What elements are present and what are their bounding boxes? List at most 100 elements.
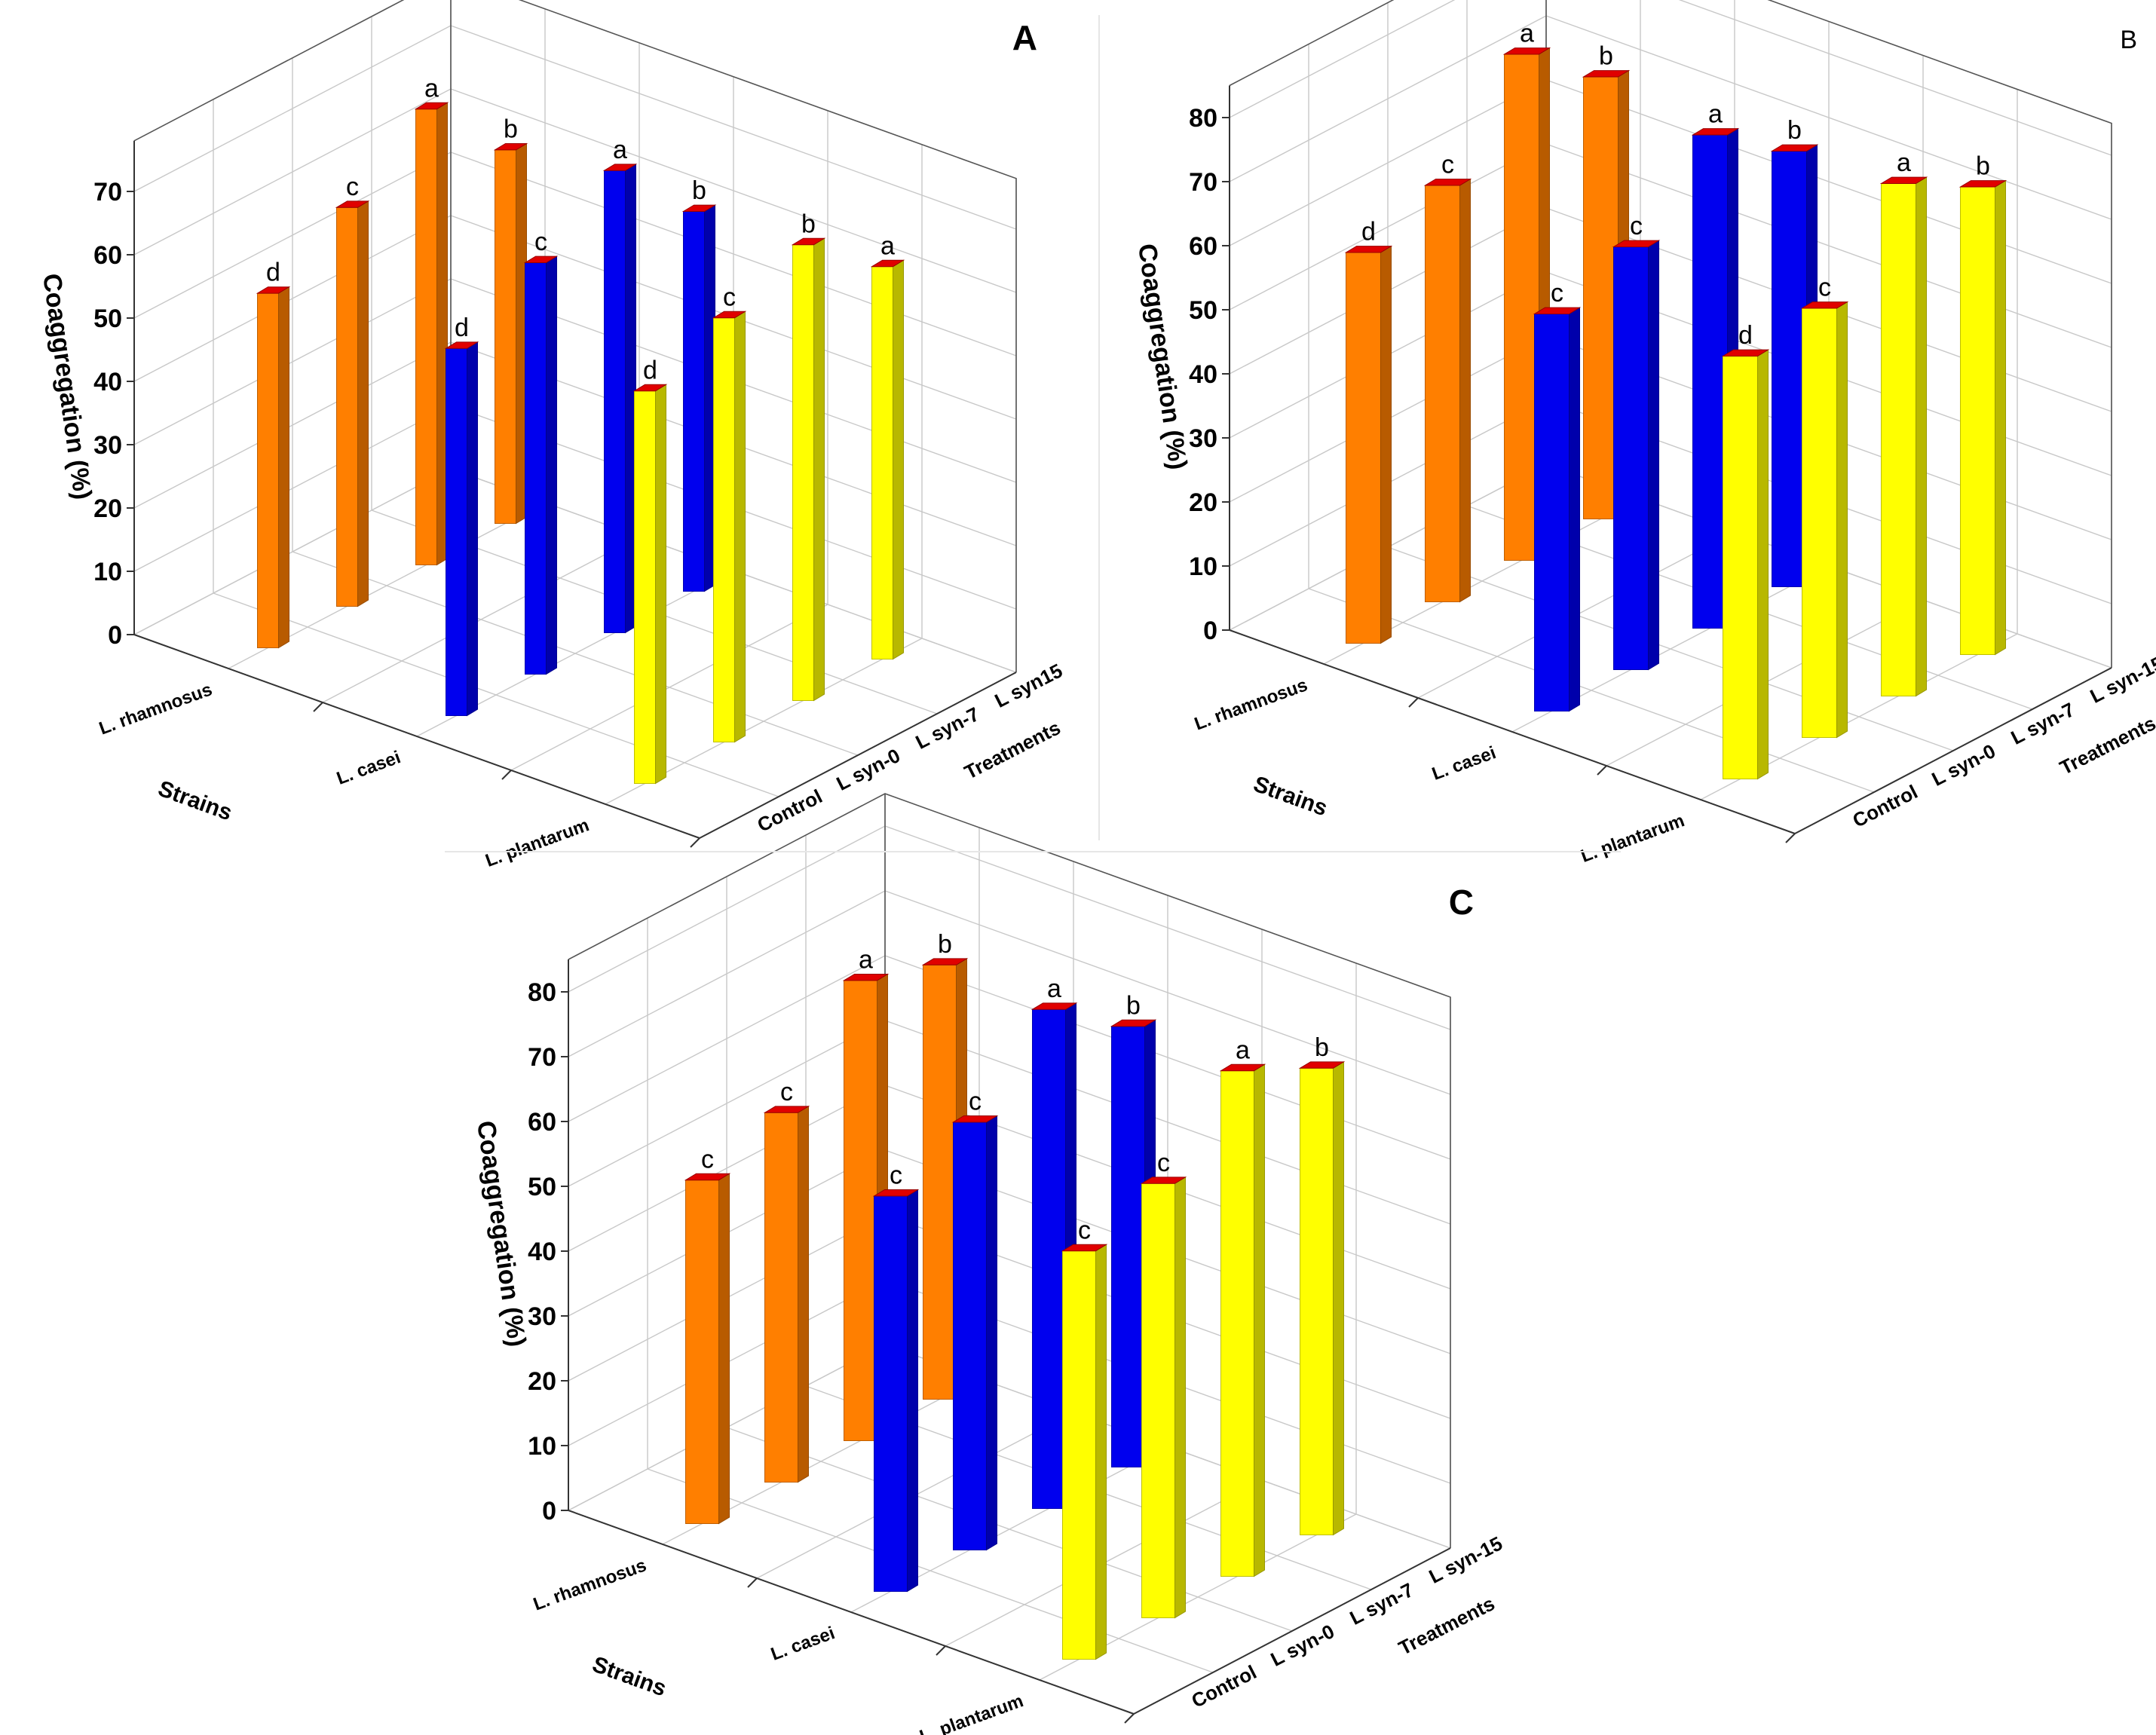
bar-cap (335, 200, 370, 208)
y-tick-label: 30 (1189, 424, 1217, 453)
treatment-label: Control (1188, 1660, 1260, 1712)
y-tick-label: 40 (1189, 360, 1217, 389)
bar: c (335, 173, 370, 607)
treatment-label: L syn-0 (1267, 1620, 1338, 1671)
bar-front (1220, 1070, 1254, 1577)
bar-front (1300, 1067, 1334, 1535)
bar-front (683, 211, 705, 592)
treatment-label: L syn-7 (1346, 1578, 1417, 1629)
y-tick-label: 40 (93, 368, 122, 396)
significance-letter: c (1818, 274, 1831, 302)
z-axis-title: Treatments (1395, 1592, 1498, 1660)
bar: d (632, 356, 668, 785)
x-axis-title: Strains (589, 1652, 669, 1702)
y-tick-label: 20 (528, 1367, 556, 1396)
significance-letter: c (1157, 1149, 1170, 1177)
y-tick-label: 70 (528, 1043, 556, 1072)
panel-B-bars: b b b a a a c c c d c d (1344, 20, 2007, 780)
bar-cap (1533, 307, 1582, 314)
bar-cap (870, 259, 905, 268)
bar: b (1958, 152, 2007, 656)
bar: c (1533, 279, 1582, 712)
y-tick-label: 20 (1189, 488, 1217, 517)
bar-cap (951, 1115, 999, 1123)
grid-line (133, 25, 1017, 230)
bar-cap (1031, 1002, 1078, 1010)
bar-cap (712, 311, 747, 319)
y-tick-label: 60 (93, 241, 122, 270)
panel-C-bars: b b b a a a c c c c c c (684, 930, 1346, 1660)
bar-side (1380, 245, 1392, 644)
bar-front (1346, 252, 1381, 644)
x-tick (936, 1645, 946, 1656)
bar-cap (1110, 1019, 1157, 1027)
frame-line (568, 793, 1451, 1548)
bar-side (1174, 1177, 1186, 1619)
bar-side (1459, 178, 1471, 603)
bar-cap (791, 237, 826, 246)
treatment-label: L syn-15 (2087, 651, 2156, 707)
panel-B: 0 10 20 30 40 50 60 70 80 Coaggregation (%) L. rha… (1132, 0, 2156, 867)
bar-front (604, 170, 626, 633)
bar-cap (763, 1106, 810, 1113)
x-tick (313, 702, 323, 712)
bar-front (1504, 54, 1539, 561)
significance-letter: c (346, 173, 359, 201)
y-axis-title: Coaggregation (%) (471, 1119, 531, 1349)
y-tick-label: 80 (1189, 104, 1217, 133)
strain-label: L. plantarum (482, 815, 592, 871)
panel-letter: B (2120, 26, 2137, 54)
bar-cap (493, 143, 528, 151)
x-tick (501, 770, 512, 780)
bar-cap (1423, 179, 1472, 186)
bar: a (414, 74, 449, 566)
x-tick (747, 1577, 758, 1588)
significance-letter: c (969, 1088, 982, 1116)
bar: d (1721, 321, 1770, 780)
grid-line (647, 1468, 1214, 1673)
bar-cap (842, 974, 890, 981)
bar-front (953, 1121, 987, 1550)
x-tick (1785, 833, 1796, 843)
bar: a (1879, 148, 1928, 697)
significance-letter: a (1236, 1036, 1250, 1064)
z-axis-line (699, 672, 1017, 839)
significance-letter: b (938, 930, 952, 959)
bar-cap (1800, 301, 1849, 309)
bar: c (523, 228, 559, 675)
bar-front (1960, 186, 1995, 655)
y-tick-label: 0 (1203, 617, 1217, 645)
significance-letter: a (424, 74, 439, 103)
bar: c (1423, 151, 1472, 603)
bar-cap (1770, 144, 1819, 151)
bar-front (634, 390, 656, 784)
bar-cap (1140, 1177, 1187, 1184)
bar-cap (921, 958, 969, 965)
bar-front (685, 1180, 719, 1524)
bar-front (923, 964, 957, 1400)
x-axis-title: Strains (1250, 772, 1331, 822)
significance-letter: a (1047, 975, 1061, 1003)
bar-front (1723, 356, 1758, 779)
bar-side (546, 256, 557, 675)
significance-letter: a (1897, 148, 1911, 177)
bar: c (1800, 274, 1849, 739)
y-tick-label: 50 (93, 304, 122, 333)
bar-cap (523, 256, 559, 263)
bar-side (986, 1115, 997, 1551)
bar-cap (1582, 70, 1631, 78)
bar-side (893, 259, 904, 660)
bar: c (763, 1078, 810, 1483)
bar-side (1254, 1063, 1265, 1577)
x-axis-line (568, 1510, 1135, 1715)
significance-letter: b (1126, 991, 1141, 1020)
panel-A-bars: b b a a a b c c c d d d (256, 74, 905, 785)
bar-front (1032, 1008, 1066, 1509)
significance-letter: d (1738, 321, 1753, 350)
bar-front (1802, 308, 1837, 738)
bar: a (1219, 1036, 1266, 1577)
treatment-label: L syn-15 (1426, 1532, 1506, 1587)
bar-front (713, 317, 735, 742)
treatment-label: Control (1849, 780, 1922, 832)
